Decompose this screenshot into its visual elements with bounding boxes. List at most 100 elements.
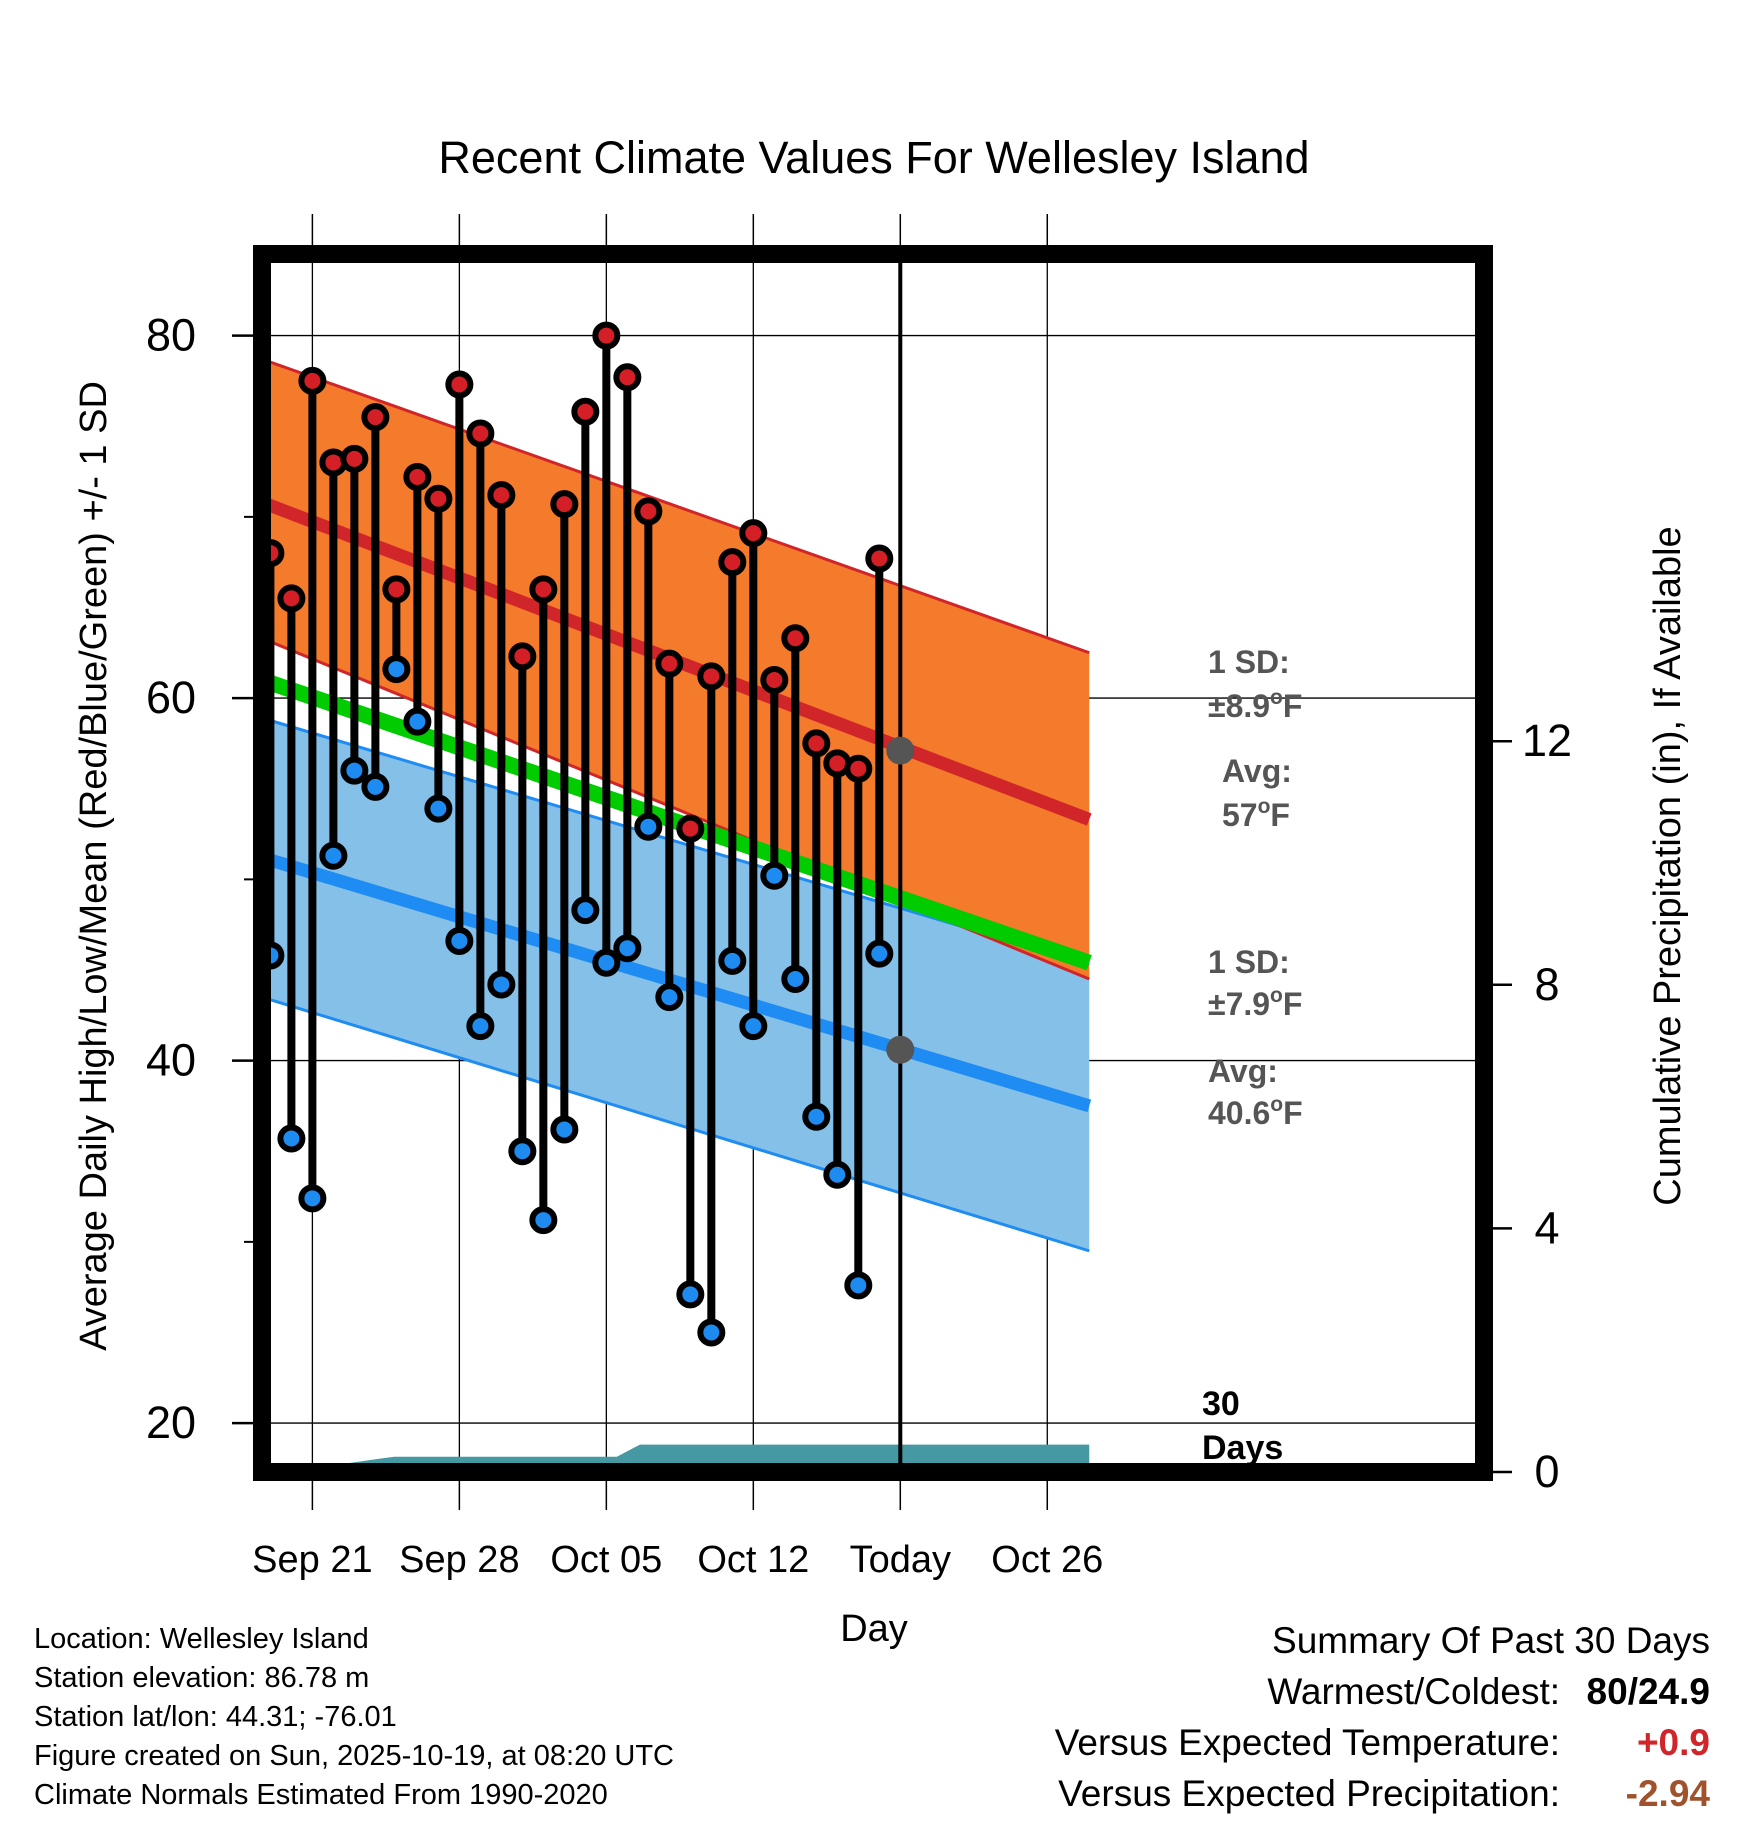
period-label-count: 30 <box>1202 1385 1240 1423</box>
daily-high-point <box>382 575 411 604</box>
latlon-text: Station lat/lon: 44.31; -76.01 <box>34 1701 397 1733</box>
daily-high-point <box>466 419 495 448</box>
daily-high-point <box>277 584 306 613</box>
x-axis-label: Day <box>840 1608 908 1650</box>
daily-low-point <box>403 707 432 736</box>
daily-high-point <box>865 544 894 573</box>
daily-low-point <box>361 772 390 801</box>
high-average-marker <box>886 736 915 765</box>
y2-tick-label: 0 <box>1534 1446 1559 1497</box>
plot-frame <box>253 245 1493 1481</box>
high-sd-label: 1 SD: <box>1208 644 1290 680</box>
low-band-lower-edge <box>262 995 1090 1253</box>
y2-tick-label: 12 <box>1522 715 1572 766</box>
daily-high-point <box>655 649 684 678</box>
high-band-upper-edge <box>262 357 1090 655</box>
daily-high-point <box>760 665 789 694</box>
chart-title: Recent Climate Values For Wellesley Isla… <box>438 132 1309 183</box>
daily-low-point <box>508 1137 537 1166</box>
low-sd-value-value: ±7.9 <box>1208 986 1270 1022</box>
daily-low-point <box>634 812 663 841</box>
low-avg-value-value: 40.6 <box>1208 1095 1270 1131</box>
daily-high-point <box>487 481 516 510</box>
daily-low-point <box>424 794 453 823</box>
low-average-marker <box>886 1035 915 1064</box>
daily-low-point <box>382 655 411 684</box>
daily-high-point <box>508 642 537 671</box>
summary-temp-row: Versus Expected Temperature: +0.9 <box>810 1722 1710 1773</box>
daily-low-point <box>487 970 516 999</box>
daily-low-point <box>739 1012 768 1041</box>
daily-high-point <box>403 462 432 491</box>
summary-title-row: Summary Of Past 30 Days <box>810 1620 1710 1671</box>
axes: 20 40 60 80 0 4 8 12 Sep 21 Sep 28 Oct 05 Oct 12 Tod… <box>146 214 1572 1581</box>
daily-points <box>262 321 894 1347</box>
high-avg-value-value: 57 <box>1222 797 1258 833</box>
average-markers <box>886 736 915 1064</box>
daily-high-point <box>340 444 369 473</box>
daily-high-point <box>844 754 873 783</box>
daily-high-point <box>445 370 474 399</box>
period-label: 30 Days <box>1202 1385 1283 1467</box>
x-tick-label: Sep 21 <box>252 1539 372 1581</box>
precip-anomaly-value: -2.94 <box>1625 1773 1710 1814</box>
daily-low-point <box>781 965 810 993</box>
y-tick-label: 60 <box>146 672 196 723</box>
high-sd-value-degree: o <box>1270 686 1283 709</box>
high-sd-value-unit: F <box>1283 688 1303 724</box>
y-axis-label: Average Daily High/Low/Mean (Red/Blue/Gr… <box>73 381 115 1351</box>
y-tick-label: 80 <box>146 310 196 361</box>
daily-low-point <box>655 983 684 1012</box>
daily-high-point <box>781 624 810 653</box>
created-text: Figure created on Sun, 2025-10-19, at 08… <box>34 1740 674 1772</box>
x-tick-label: Today <box>850 1539 951 1581</box>
daily-high-point <box>571 397 600 426</box>
daily-low-point <box>529 1206 558 1235</box>
warm-cold-value: 80/24.9 <box>1586 1671 1710 1712</box>
daily-high-point <box>802 729 831 758</box>
x-tick-label: Oct 05 <box>550 1539 662 1581</box>
daily-high-point <box>634 497 663 526</box>
daily-low-point <box>571 896 600 925</box>
low-sd-value: ±7.9oF <box>1208 984 1302 1022</box>
daily-low-point <box>277 1124 306 1153</box>
low-sd-value-degree: o <box>1270 984 1283 1007</box>
y-tick-label: 20 <box>146 1397 196 1448</box>
daily-low-point <box>823 1160 852 1189</box>
warm-cold-label: Warmest/Coldest: <box>1267 1671 1560 1712</box>
low-avg-value-unit: F <box>1283 1095 1303 1131</box>
summary-precip-row: Versus Expected Precipitation: -2.94 <box>810 1773 1710 1824</box>
elevation-text: Station elevation: 86.78 m <box>34 1662 370 1694</box>
summary-title: Summary Of Past 30 Days <box>1272 1620 1710 1661</box>
temp-anomaly-label: Versus Expected Temperature: <box>1054 1722 1560 1763</box>
daily-low-point <box>298 1184 327 1213</box>
high-avg-label: Avg: <box>1222 753 1292 789</box>
x-tick-label: Sep 28 <box>399 1539 519 1581</box>
y-tick-label: 40 <box>146 1035 196 1086</box>
precip-anomaly-label: Versus Expected Precipitation: <box>1058 1773 1560 1814</box>
high-avg-value-unit: F <box>1270 797 1290 833</box>
daily-low-point <box>697 1318 726 1347</box>
daily-low-point <box>844 1271 873 1300</box>
daily-high-point <box>424 484 453 513</box>
daily-low-point <box>592 948 621 977</box>
station-info: Location: Wellesley Island Station eleva… <box>34 1620 674 1815</box>
x-tick-label: Oct 12 <box>697 1539 809 1581</box>
low-avg-value: 40.6oF <box>1208 1093 1303 1131</box>
summary-warm-cold-row: Warmest/Coldest: 80/24.9 <box>810 1671 1710 1722</box>
low-avg-label: Avg: <box>1208 1053 1278 1089</box>
daily-low-point <box>760 861 789 890</box>
daily-high-point <box>718 548 747 577</box>
normals-text: Climate Normals Estimated From 1990-2020 <box>34 1779 608 1811</box>
period-label-unit: Days <box>1202 1429 1283 1467</box>
daily-high-point <box>739 519 768 548</box>
daily-low-point <box>718 946 747 975</box>
temp-anomaly-value: +0.9 <box>1636 1722 1710 1763</box>
daily-low-point <box>613 934 642 963</box>
daily-low-point <box>445 926 474 955</box>
daily-high-point <box>550 490 579 519</box>
y2-tick-label: 8 <box>1534 959 1559 1010</box>
daily-high-point <box>361 403 390 432</box>
